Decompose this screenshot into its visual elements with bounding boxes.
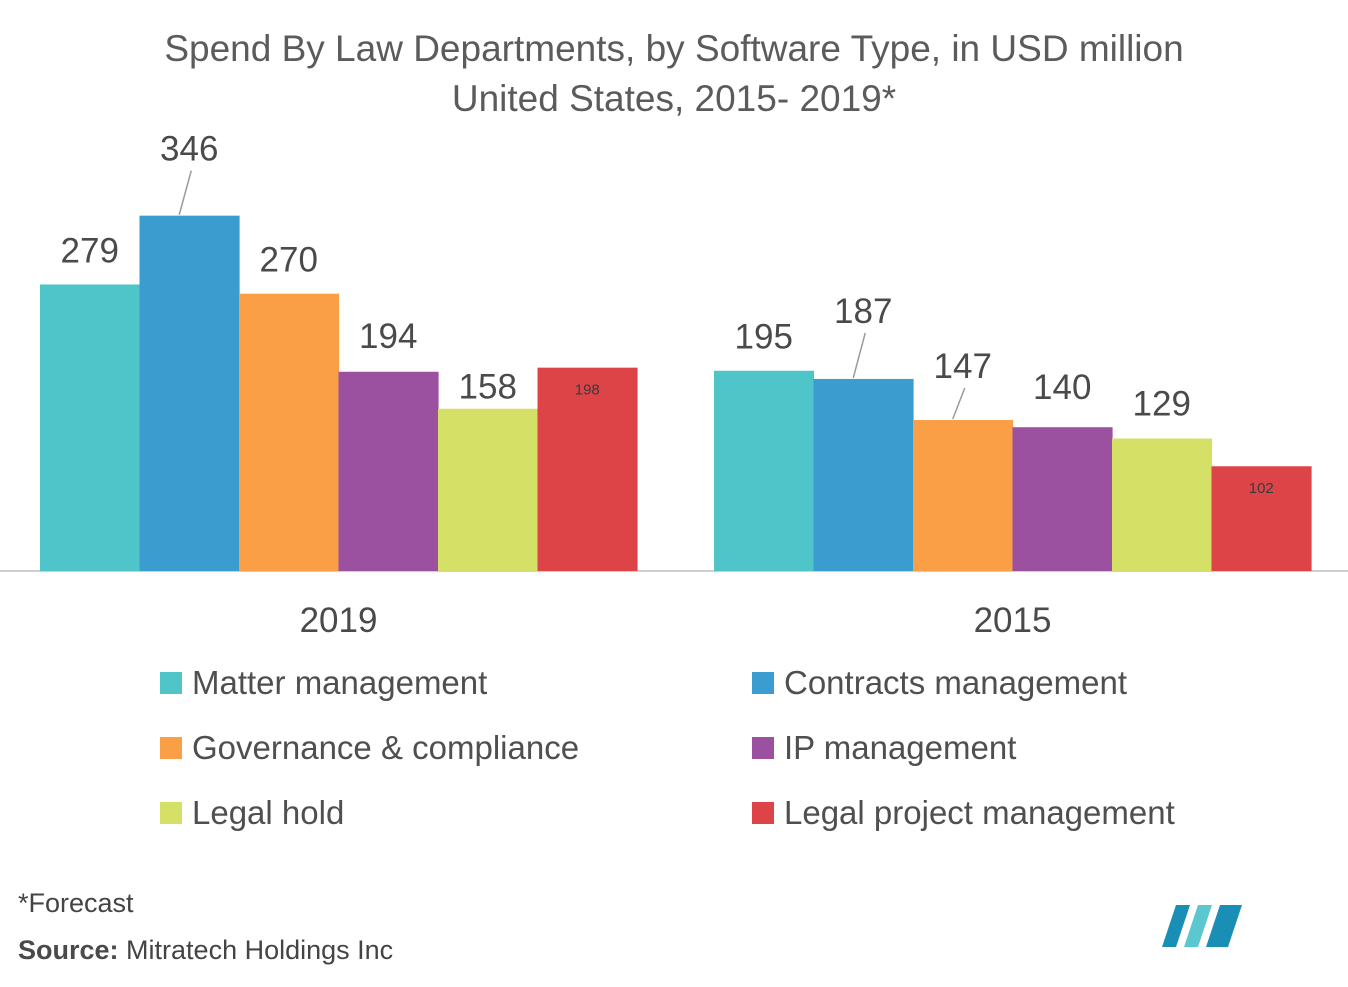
bar-matter-management-2015 — [714, 370, 815, 571]
bar-legal-hold-2015 — [1112, 438, 1213, 571]
data-label-2015-5: 102 — [1249, 480, 1274, 497]
data-label-2019-2: 270 — [260, 241, 318, 280]
bar-ip-management-2015 — [1012, 427, 1113, 571]
data-label-2015-2: 147 — [934, 347, 992, 386]
data-label-2019-5: 198 — [575, 382, 600, 399]
data-label-2015-0: 195 — [735, 318, 793, 357]
leader-line-2015-2 — [952, 387, 966, 420]
chart-subtitle: United States, 2015- 2019* — [451, 78, 897, 119]
source-text: Mitratech Holdings Inc — [126, 935, 394, 965]
logo-middle-shape — [1184, 905, 1212, 947]
bar-governance-compliance-2019 — [239, 293, 340, 571]
bar-legal-hold-2019 — [438, 408, 539, 571]
bar-legal-project-management-2015 — [1211, 466, 1312, 571]
x-tick-label-2015: 2015 — [974, 601, 1052, 640]
data-label-2019-1: 346 — [160, 130, 218, 169]
data-label-2015-4: 129 — [1133, 385, 1191, 424]
bar-legal-project-management-2019 — [537, 367, 638, 571]
data-label-2019-3: 194 — [359, 317, 417, 356]
leader-line-2019-1 — [178, 170, 192, 215]
data-label-2015-1: 187 — [834, 292, 892, 331]
chart-title: Spend By Law Departments, by Software Ty… — [0, 24, 1348, 124]
data-label-2019-0: 279 — [61, 231, 119, 270]
bar-matter-management-2019 — [40, 284, 141, 571]
bar-governance-compliance-2015 — [913, 420, 1014, 571]
source-label: Source: — [18, 935, 119, 965]
logo-right-shape — [1206, 905, 1242, 947]
data-label-2019-4: 158 — [459, 368, 517, 407]
logo-left-shape — [1162, 905, 1190, 947]
bar-contracts-management-2019 — [139, 215, 240, 571]
source-line: Source: Mitratech Holdings Inc — [18, 935, 393, 966]
forecast-footnote: *Forecast — [18, 888, 134, 918]
bar-contracts-management-2015 — [813, 378, 914, 571]
brand-logo — [1162, 905, 1242, 947]
chart-title-line: Spend By Law Departments, by Software Ty… — [164, 28, 1184, 69]
data-label-2015-3: 140 — [1033, 368, 1091, 407]
leader-line-2015-1 — [852, 332, 866, 379]
bar-ip-management-2019 — [338, 371, 439, 571]
x-tick-label-2019: 2019 — [300, 601, 378, 640]
